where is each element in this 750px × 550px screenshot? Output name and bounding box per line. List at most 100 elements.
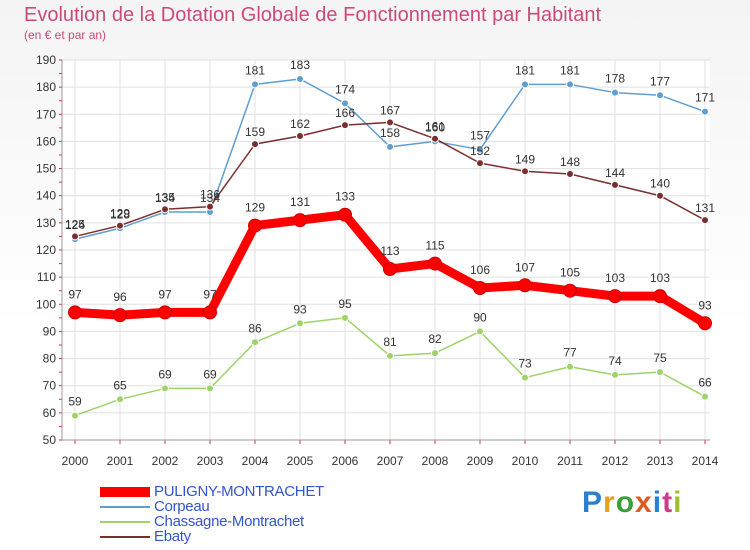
data-point <box>161 205 169 214</box>
data-point <box>251 80 259 89</box>
y-tick-label: 170 <box>36 107 56 121</box>
legend-item: PULIGNY-MONTRACHET <box>100 483 350 500</box>
data-label: 181 <box>515 63 535 77</box>
data-label: 167 <box>380 103 400 117</box>
data-label: 65 <box>113 378 127 392</box>
data-point <box>566 362 574 371</box>
data-label: 66 <box>698 376 712 390</box>
legend-item: Corpeau <box>100 498 350 515</box>
data-label: 159 <box>245 125 265 139</box>
x-tick-label: 2002 <box>152 454 179 468</box>
data-point <box>701 216 709 225</box>
legend-item: Chassagne-Montrachet <box>100 513 350 530</box>
data-point <box>341 121 349 130</box>
data-point <box>608 289 622 304</box>
x-tick-label: 2003 <box>197 454 224 468</box>
data-label: 125 <box>65 217 85 231</box>
data-label: 96 <box>113 290 127 304</box>
data-point <box>656 91 664 100</box>
data-point <box>611 180 619 189</box>
data-point <box>386 118 394 127</box>
y-tick-label: 90 <box>43 324 57 338</box>
data-label: 75 <box>653 351 667 365</box>
data-label: 93 <box>293 302 307 316</box>
data-label: 171 <box>695 91 715 105</box>
data-point <box>476 327 484 336</box>
data-label: 106 <box>470 263 490 277</box>
y-tick-label: 50 <box>43 433 57 447</box>
data-point <box>566 170 574 178</box>
x-tick-label: 2011 <box>557 454 583 468</box>
data-point <box>113 308 127 323</box>
legend-swatch <box>100 487 150 497</box>
data-label: 73 <box>518 357 532 371</box>
data-point <box>293 213 307 228</box>
data-point <box>476 145 484 154</box>
legend-swatch <box>100 521 150 523</box>
data-point <box>431 349 439 358</box>
data-label: 136 <box>200 188 220 202</box>
proxiti-logo: Proxiti <box>582 486 682 520</box>
data-point <box>206 202 214 211</box>
y-tick-label: 120 <box>36 243 56 257</box>
y-tick-label: 110 <box>37 270 56 284</box>
data-point <box>341 99 349 108</box>
data-point <box>71 232 79 241</box>
data-label: 128 <box>110 207 130 221</box>
data-point <box>203 305 217 320</box>
legend-label: Ebaty <box>154 528 191 545</box>
data-point <box>701 107 709 116</box>
chart-title: Evolution de la Dotation Globale de Fonc… <box>24 4 602 26</box>
data-label: 129 <box>110 207 130 221</box>
data-label: 134 <box>200 191 220 205</box>
data-label: 174 <box>335 82 355 96</box>
x-tick-label: 2008 <box>422 454 449 468</box>
y-tick-label: 160 <box>36 134 56 148</box>
y-tick-label: 180 <box>36 80 56 94</box>
data-point <box>161 384 169 393</box>
data-label: 133 <box>335 190 355 204</box>
data-point <box>476 159 484 168</box>
data-point <box>248 218 262 233</box>
data-label: 177 <box>650 74 670 88</box>
data-label: 162 <box>290 117 310 131</box>
data-point <box>158 305 172 320</box>
data-label: 158 <box>380 126 400 140</box>
data-label: 115 <box>425 239 444 253</box>
data-label: 181 <box>245 63 265 77</box>
legend-swatch <box>100 536 150 538</box>
data-point <box>611 88 619 97</box>
data-label: 161 <box>425 120 445 134</box>
data-point <box>383 262 397 276</box>
data-point <box>341 313 349 322</box>
data-label: 183 <box>290 58 310 72</box>
x-tick-label: 2009 <box>467 454 494 468</box>
y-axis: 50 60 70 80 90 100 110 120 130 140 150 160 170 180 190 <box>36 53 63 447</box>
data-point <box>611 370 619 379</box>
y-tick-label: 130 <box>36 216 56 230</box>
y-tick-label: 80 <box>43 352 57 366</box>
data-label: 124 <box>65 218 85 232</box>
data-label: 81 <box>383 335 397 349</box>
x-tick-label: 2014 <box>692 454 719 468</box>
data-point <box>71 411 79 420</box>
legend-swatch <box>100 506 150 508</box>
data-label: 149 <box>515 152 535 166</box>
data-label: 144 <box>605 166 625 180</box>
y-tick-label: 70 <box>43 379 57 393</box>
y-tick-label: 190 <box>36 53 56 67</box>
data-label: 74 <box>608 354 622 368</box>
x-tick-label: 2006 <box>332 454 359 468</box>
x-tick-label: 2007 <box>377 454 404 468</box>
data-label: 107 <box>515 260 535 274</box>
data-point <box>116 395 124 404</box>
data-point <box>701 392 709 401</box>
data-label: 135 <box>155 190 175 204</box>
data-label: 103 <box>605 271 625 285</box>
logo-letter: x <box>635 486 653 519</box>
logo-letter: i <box>652 486 663 519</box>
logo-letter: o <box>615 486 636 519</box>
data-label: 69 <box>203 367 217 381</box>
data-labels: 97 96 97 97 129 131 133 113 115 106 107 105 103 103 93… <box>65 58 715 409</box>
